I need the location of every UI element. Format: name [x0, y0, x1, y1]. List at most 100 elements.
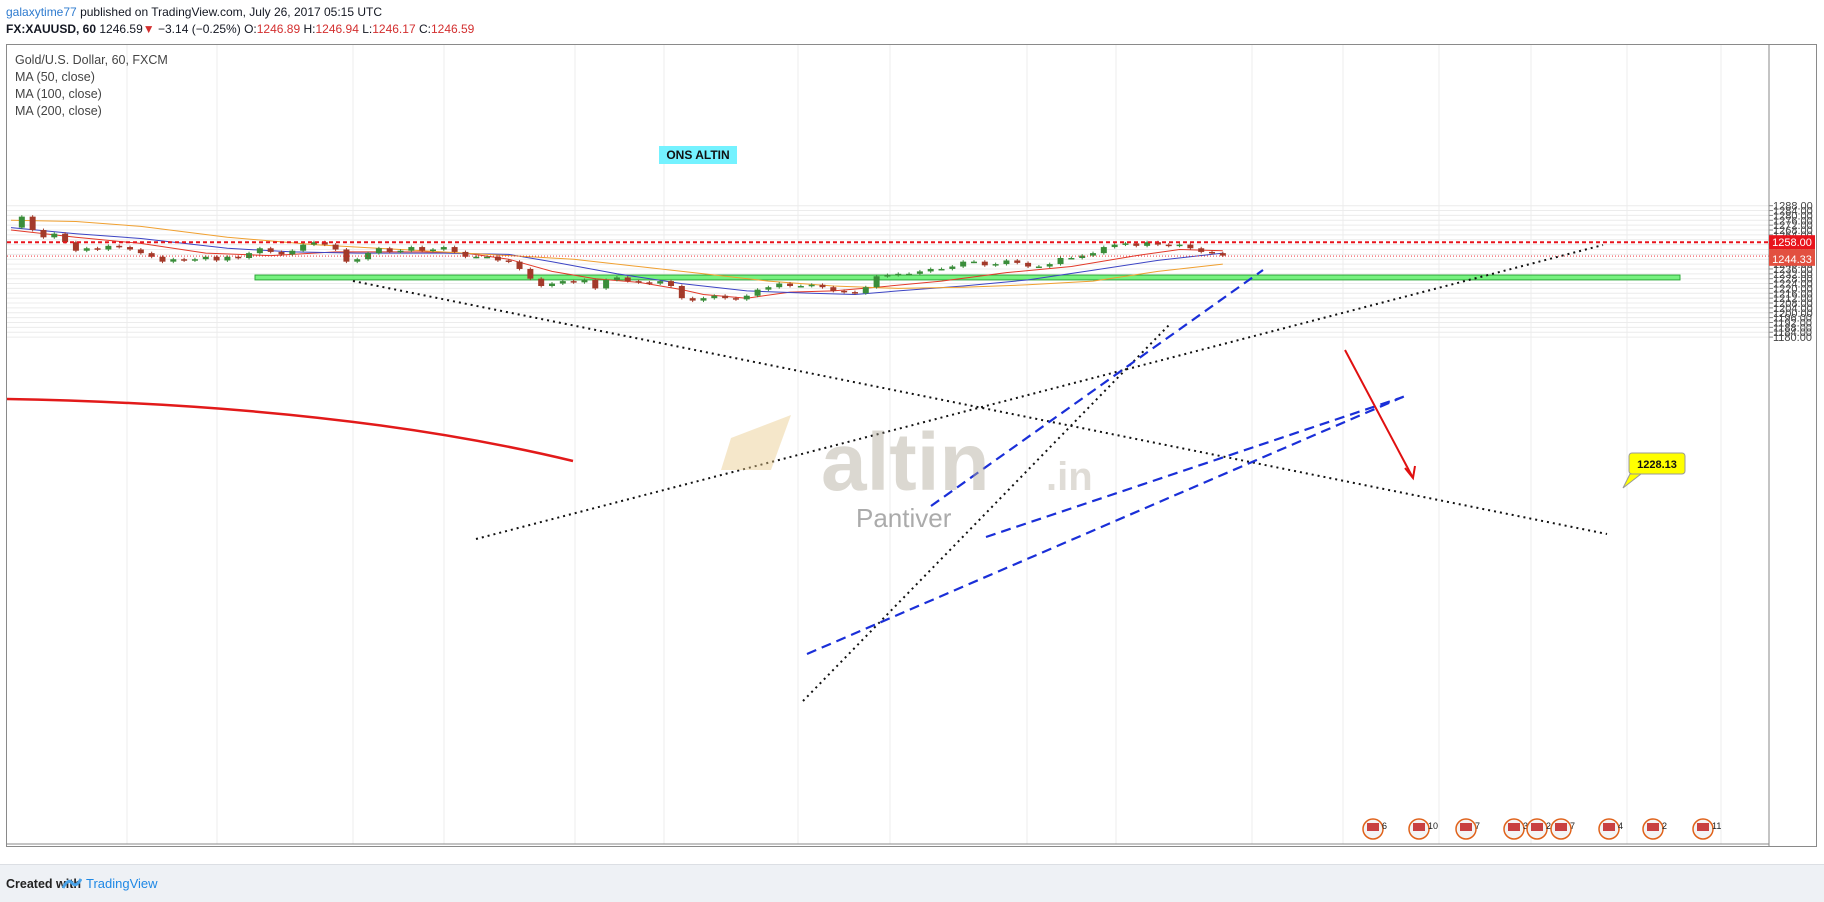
- event-count-label: 2: [1662, 821, 1667, 831]
- candle-body: [678, 285, 685, 299]
- candle-body: [960, 261, 967, 267]
- y-tick-label: 1192.00: [1773, 317, 1812, 329]
- candle-body: [1165, 244, 1172, 247]
- y-tick-label: 1200.00: [1773, 308, 1813, 320]
- candle-body: [191, 259, 198, 261]
- ma-price-tag-bg: [1769, 251, 1815, 266]
- y-tick-label: 1204.00: [1773, 303, 1813, 315]
- candle-body: [916, 271, 923, 274]
- candle-body: [1068, 258, 1075, 260]
- channel-mid-line[interactable]: [985, 395, 1404, 539]
- candle-body: [408, 247, 415, 251]
- candle-body: [289, 250, 296, 255]
- candle-body: [62, 233, 69, 243]
- candle-body: [754, 289, 761, 296]
- event-count-label: 7: [1475, 821, 1480, 831]
- tradingview-brand[interactable]: TradingView: [86, 876, 158, 891]
- y-tick-label: 1288.00: [1773, 201, 1813, 213]
- candle-body: [1122, 243, 1129, 245]
- candle-body: [105, 245, 112, 250]
- candle-body: [787, 283, 794, 286]
- ma-price-tag: 1244.33: [1772, 254, 1812, 266]
- rising-trendline[interactable]: [475, 244, 1604, 540]
- candle-body: [343, 249, 350, 262]
- long-resistance-curve[interactable]: [7, 397, 574, 463]
- watermark-subtitle: Pantiver: [856, 503, 952, 533]
- y-tick-label: 1208.00: [1773, 298, 1813, 310]
- candle-body: [938, 268, 945, 271]
- candle-body: [1057, 258, 1064, 265]
- event-count-label: 3: [1523, 821, 1528, 831]
- low-value: 1246.17: [372, 22, 416, 36]
- event-count-label: 6: [1382, 821, 1387, 831]
- channel-lower-line[interactable]: [806, 394, 1406, 656]
- low-label: L:: [362, 22, 373, 36]
- candle-body: [819, 284, 826, 288]
- candle-body: [51, 233, 58, 238]
- resistance-price-tag: 1258.00: [1772, 237, 1812, 249]
- candle-body: [451, 247, 458, 252]
- candle-body: [127, 247, 134, 250]
- candle-body: [137, 249, 144, 254]
- last-price: 1246.59: [99, 22, 143, 36]
- candle-body: [29, 216, 36, 231]
- chart-area[interactable]: 1180.00 1184.00 1188.00 1192.00 1196.00 1200.…: [6, 44, 1817, 847]
- target-callout[interactable]: [1628, 452, 1686, 475]
- open-value: 1246.89: [256, 22, 301, 36]
- price-chart[interactable]: 1180.001184.001188.001192.001196.001200.…: [7, 45, 1816, 846]
- candle-body: [851, 292, 858, 294]
- event-count-label: 10: [1428, 821, 1438, 831]
- candle-body: [862, 287, 869, 294]
- price-change: −3.14 (−0.25%): [158, 22, 241, 36]
- tradingview-logo-icon: [62, 878, 82, 889]
- candle-body: [116, 245, 123, 248]
- candle-body: [981, 261, 988, 266]
- candle-body: [927, 268, 934, 272]
- candle-body: [1133, 243, 1140, 246]
- candle-body: [40, 230, 47, 238]
- candle-body: [505, 260, 512, 262]
- candle-body: [235, 256, 242, 259]
- channel-upper-line[interactable]: [930, 269, 1264, 507]
- candle-body: [992, 264, 999, 266]
- candle-body: [570, 281, 577, 283]
- y-tick-label: 1284.00: [1773, 206, 1813, 218]
- candle-body: [657, 281, 664, 284]
- candle-body: [797, 285, 804, 288]
- candle-body: [18, 216, 25, 228]
- target-arrow[interactable]: [1344, 349, 1414, 479]
- author-link[interactable]: galaxytime77: [6, 5, 77, 19]
- candle-body: [332, 244, 339, 250]
- close-value: 1246.59: [430, 22, 475, 36]
- candle-body: [1176, 244, 1183, 247]
- candle-body: [224, 256, 231, 261]
- legend-ma200: MA (200, close): [15, 104, 102, 118]
- legend-ma50: MA (50, close): [15, 70, 95, 84]
- candle-body: [711, 295, 718, 299]
- y-tick-label: 1224.00: [1773, 279, 1813, 291]
- candle-body: [267, 248, 274, 252]
- flag-icon: [1697, 823, 1709, 831]
- candle-body: [765, 287, 772, 290]
- candle-body: [1003, 260, 1010, 265]
- candle-body: [1144, 242, 1151, 246]
- candle-body: [1035, 266, 1042, 269]
- candle-body: [700, 298, 707, 301]
- candle-body: [1219, 253, 1226, 256]
- candle-body: [949, 266, 956, 269]
- candle-body: [732, 298, 739, 300]
- flag-icon: [1531, 823, 1543, 831]
- candle-body: [830, 287, 837, 291]
- flag-icon: [1460, 823, 1472, 831]
- candle-body: [310, 242, 317, 245]
- event-count-label: 7: [1570, 821, 1575, 831]
- event-count-label: 11: [1712, 821, 1721, 831]
- watermark-text: altin: [821, 417, 990, 508]
- symbol-label: FX:XAUUSD, 60: [6, 22, 97, 36]
- watermark-tld: .in: [1046, 455, 1093, 499]
- candle-body: [527, 268, 534, 279]
- y-tick-label: 1236.00: [1773, 264, 1813, 276]
- candle-body: [473, 256, 480, 259]
- candle-body: [1100, 247, 1107, 254]
- quote-line: FX:XAUUSD, 60 1246.59▼ −3.14 (−0.25%) O:…: [6, 22, 474, 36]
